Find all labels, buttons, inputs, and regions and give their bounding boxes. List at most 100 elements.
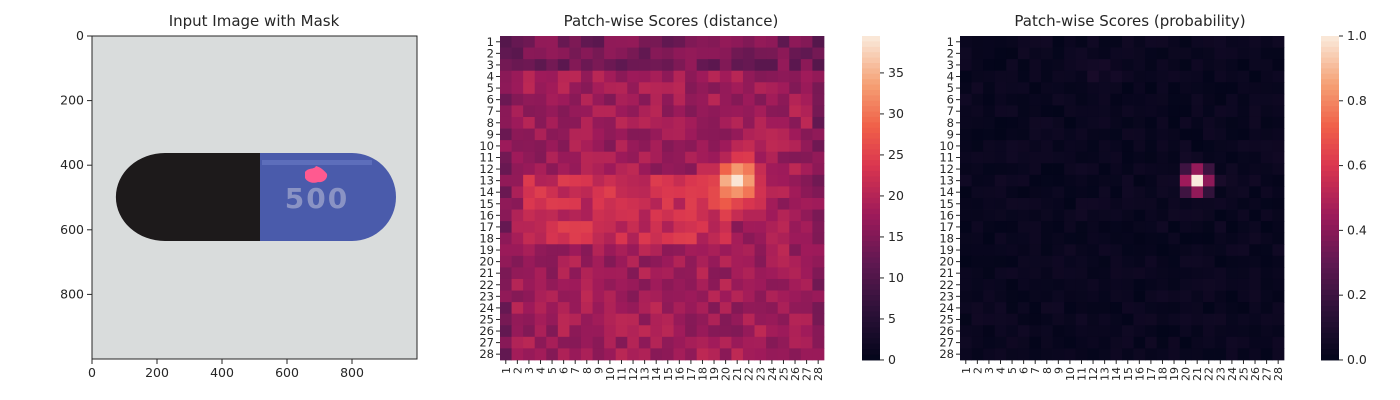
heatmap-cell	[534, 325, 547, 338]
heatmap-cell	[638, 47, 651, 60]
heatmap-cell	[546, 93, 559, 106]
y-tick-label: 2	[487, 46, 494, 60]
heatmap-cell	[673, 221, 686, 234]
heatmap-cell	[1145, 221, 1158, 234]
heatmap-cell	[511, 93, 524, 106]
heatmap-cell	[650, 313, 663, 326]
heatmap-cell	[731, 70, 744, 83]
x-tick-label: 16	[1133, 367, 1146, 381]
heatmap-cell	[971, 325, 984, 338]
heatmap-cell	[800, 47, 813, 60]
heatmap-cell	[615, 255, 628, 268]
heatmap-cell	[1040, 267, 1053, 280]
heatmap-cell	[1064, 105, 1077, 118]
heatmap-cell	[1179, 186, 1192, 199]
heatmap-cell	[650, 82, 663, 95]
heatmap-cell	[789, 105, 802, 118]
heatmap-cell	[1087, 174, 1100, 187]
x-tick-label: 9	[1052, 367, 1065, 374]
heatmap-cell	[1202, 197, 1215, 210]
heatmap-cell	[1006, 325, 1019, 338]
colorbar-segment	[862, 338, 880, 345]
heatmap-cell	[661, 290, 674, 303]
heatmap-cell	[1110, 105, 1123, 118]
colorbar-segment	[862, 170, 880, 177]
heatmap-cell	[1202, 221, 1215, 234]
probability-colorbar: 0.00.20.40.60.81.0	[1321, 28, 1367, 367]
heatmap-cell	[708, 47, 721, 60]
heatmap-cell	[615, 313, 628, 326]
heatmap-cell	[650, 325, 663, 338]
colorbar-segment	[1321, 84, 1339, 91]
heatmap-cell	[592, 244, 605, 257]
heatmap-cell	[960, 105, 972, 118]
heatmap-cell	[523, 47, 536, 60]
heatmap-cell	[1064, 302, 1077, 315]
colorbar-segment	[862, 95, 880, 102]
heatmap-cell	[592, 278, 605, 291]
heatmap-cell	[1098, 36, 1111, 48]
heatmap-cell	[1237, 105, 1250, 118]
heatmap-cell	[994, 267, 1007, 280]
heatmap-cell	[500, 302, 512, 315]
heatmap-cell	[534, 186, 547, 199]
heatmap-cell	[1237, 36, 1250, 48]
heatmap-cell	[971, 36, 984, 48]
heatmap-cell	[1260, 302, 1273, 315]
heatmap-cell	[1017, 290, 1030, 303]
y-tick-label: 20	[939, 255, 954, 269]
heatmap-cell	[971, 348, 984, 361]
heatmap-cell	[994, 116, 1007, 129]
heatmap-cell	[1098, 70, 1111, 83]
heatmap-cell	[500, 209, 512, 222]
heatmap-cell	[1110, 325, 1123, 338]
heatmap-cell	[696, 93, 709, 106]
heatmap-cell	[1156, 255, 1169, 268]
y-tick-label: 600	[60, 222, 84, 237]
heatmap-cell	[1214, 116, 1227, 129]
colorbar-segment	[862, 230, 880, 237]
heatmap-cell	[719, 93, 732, 106]
heatmap-cell	[1133, 140, 1146, 153]
heatmap-cell	[719, 290, 732, 303]
heatmap-cell	[500, 128, 512, 141]
heatmap-cell	[994, 47, 1007, 60]
heatmap-cell	[1075, 244, 1088, 257]
heatmap-cell	[627, 70, 640, 83]
heatmap-cell	[1075, 82, 1088, 95]
heatmap-cell	[742, 348, 755, 361]
heatmap-cell	[1006, 348, 1019, 361]
heatmap-cell	[1237, 221, 1250, 234]
heatmap-cell	[1249, 163, 1262, 176]
heatmap-cell	[1249, 267, 1262, 280]
x-tick-label: 200	[145, 365, 169, 380]
heatmap-cell	[1179, 59, 1192, 72]
heatmap-cell	[1156, 325, 1169, 338]
heatmap-cell	[1006, 70, 1019, 83]
y-tick-label: 21	[939, 266, 954, 280]
heatmap-cell	[1214, 290, 1227, 303]
heatmap-cell	[1226, 47, 1239, 60]
heatmap-cell	[1237, 82, 1250, 95]
heatmap-cell	[638, 221, 651, 234]
heatmap-cell	[627, 82, 640, 95]
colorbar-segment	[862, 84, 880, 91]
heatmap-cell	[1064, 313, 1077, 326]
heatmap-cell	[983, 140, 996, 153]
heatmap-cell	[731, 232, 744, 245]
heatmap-cell	[766, 244, 779, 257]
heatmap-cell	[1052, 140, 1065, 153]
heatmap-cell	[604, 221, 617, 234]
y-tick-label: 13	[939, 174, 954, 188]
heatmap-cell	[1075, 313, 1088, 326]
x-tick-label: 22	[1203, 367, 1216, 381]
heatmap-cell	[1168, 221, 1181, 234]
heatmap-cell	[592, 232, 605, 245]
heatmap-cell	[673, 209, 686, 222]
x-tick-label: 25	[777, 367, 790, 381]
y-tick-label: 10	[939, 139, 954, 153]
heatmap-cell	[1191, 278, 1204, 291]
heatmap-cell	[1202, 174, 1215, 187]
heatmap-cell	[500, 93, 512, 106]
heatmap-cell	[812, 105, 825, 118]
